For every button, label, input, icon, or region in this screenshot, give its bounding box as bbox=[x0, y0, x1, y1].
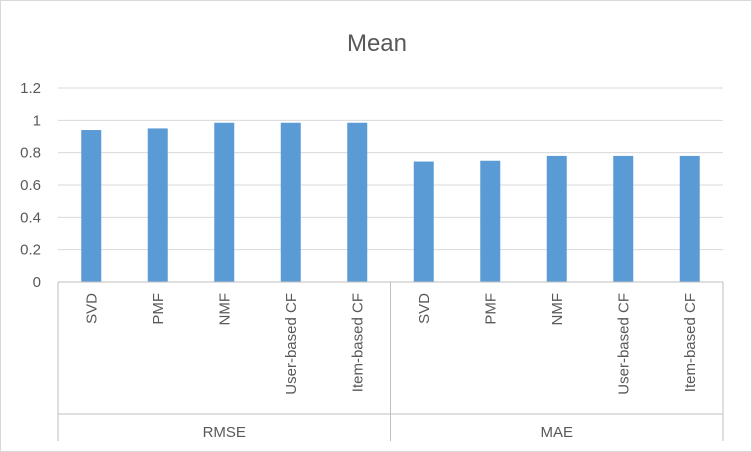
x-category-label: PMF bbox=[150, 293, 167, 325]
y-tick-label: 0.4 bbox=[20, 209, 41, 226]
y-tick-label: 1 bbox=[33, 112, 41, 129]
x-category-label: User-based CF bbox=[283, 293, 300, 395]
bar-mae-pmf bbox=[480, 160, 501, 282]
bar-mae-item-based-cf bbox=[679, 155, 700, 282]
x-category-label: PMF bbox=[482, 293, 499, 325]
y-tick-label: 1.2 bbox=[20, 80, 41, 97]
x-axis bbox=[57, 281, 724, 441]
x-category-label: SVD bbox=[83, 293, 100, 324]
bar-rmse-pmf bbox=[147, 128, 168, 282]
x-group-label: RMSE bbox=[203, 424, 246, 441]
bar-mae-user-based-cf bbox=[613, 155, 634, 282]
y-tick-label: 0.8 bbox=[20, 145, 41, 162]
bar-rmse-svd bbox=[81, 130, 102, 282]
bar-rmse-nmf bbox=[214, 122, 235, 282]
x-group-label: MAE bbox=[540, 424, 573, 441]
y-tick-label: 0.6 bbox=[20, 177, 41, 194]
chart-title: Mean bbox=[347, 30, 407, 57]
gridlines bbox=[58, 87, 723, 251]
x-category-label: Item-based CF bbox=[682, 293, 699, 392]
x-axis-categories: SVD PMF NMF User-based CF Item-based CF SVD PM… bbox=[83, 293, 699, 395]
y-tick-label: 0.2 bbox=[20, 242, 41, 259]
x-category-label: SVD bbox=[416, 293, 433, 324]
bars bbox=[81, 122, 700, 282]
x-category-label: User-based CF bbox=[615, 293, 632, 395]
x-category-label: NMF bbox=[216, 293, 233, 326]
x-axis-groups: RMSE MAE bbox=[203, 424, 573, 441]
y-tick-label: 0 bbox=[33, 274, 41, 291]
bar-rmse-user-based-cf bbox=[280, 122, 301, 282]
bar-mae-svd bbox=[413, 161, 434, 282]
x-category-label: NMF bbox=[549, 293, 566, 326]
x-category-label: Item-based CF bbox=[349, 293, 366, 392]
y-axis-ticks: 0 0.2 0.4 0.6 0.8 1 1.2 bbox=[20, 80, 41, 291]
bar-mae-nmf bbox=[546, 155, 567, 282]
bar-rmse-item-based-cf bbox=[347, 122, 368, 282]
